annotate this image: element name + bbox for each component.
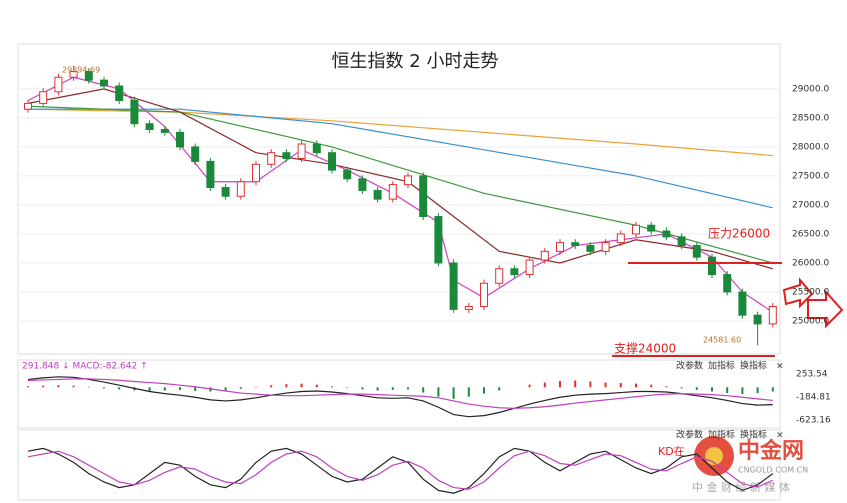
y-tick-label: 27500.0 (792, 171, 829, 181)
y-tick-label: -623.16 (796, 416, 831, 426)
watermark-site: CNGOLD.COM.CN (738, 466, 808, 475)
macd-line (27, 378, 773, 409)
annotation: 压力26000 (708, 227, 770, 241)
annotation: 24581.60 (703, 336, 741, 345)
candle-body (24, 102, 32, 110)
watermark-name: 中金网 (738, 438, 804, 464)
candle-body (160, 128, 169, 133)
candle-body (54, 76, 63, 93)
candle-body (373, 189, 382, 200)
ma-line (27, 76, 774, 313)
arrow (782, 277, 814, 309)
y-tick-label: -184.81 (796, 393, 831, 403)
candle-body (768, 305, 777, 325)
candle-body (571, 242, 580, 247)
candle-body (495, 268, 504, 284)
button[interactable]: × (776, 431, 784, 441)
candle-body (738, 291, 747, 316)
candle-body (115, 85, 124, 101)
candle-body (358, 178, 367, 191)
candle-body (601, 242, 610, 252)
kd-line (27, 447, 774, 494)
kd-line (27, 450, 774, 490)
candle-body (419, 175, 428, 218)
y-tick-label: 28500.0 (792, 113, 829, 123)
button[interactable]: 改参数 (676, 429, 703, 441)
candle-body (39, 91, 48, 104)
candle-body (267, 152, 276, 165)
candle-body (449, 262, 458, 310)
candle-body (100, 79, 108, 87)
y-tick-label: 28000.0 (792, 142, 829, 152)
arrow (807, 289, 844, 329)
candle-body (662, 230, 671, 238)
candle-body (586, 245, 595, 252)
button[interactable]: 换指标 (740, 429, 767, 441)
candle-body (616, 233, 625, 244)
candle-body (404, 175, 412, 186)
candle-body (206, 160, 215, 189)
candle-body (191, 146, 200, 162)
y-tick-label: 26000.0 (792, 258, 829, 268)
arrows (782, 277, 844, 329)
candle-body (464, 305, 473, 310)
candle-body (176, 131, 184, 148)
candle-body (708, 256, 716, 276)
candle-body (480, 282, 488, 307)
candle-body (84, 70, 93, 81)
button[interactable]: 改参数 (676, 360, 703, 372)
candle-body (556, 242, 564, 252)
candle-body (282, 152, 291, 160)
macd-panel (17, 359, 781, 429)
candle-body (69, 70, 78, 78)
y-tick-label: 253.54 (796, 370, 828, 380)
candle-body (632, 224, 640, 235)
candle-body (525, 259, 534, 276)
button[interactable]: 换指标 (740, 360, 767, 372)
y-tick-label: 27000.0 (792, 200, 829, 210)
ma-line (27, 108, 773, 157)
candle-body (343, 169, 352, 180)
candle-body (692, 245, 701, 258)
macd-header: 291.848 ↓ MACD:-82.642 ↑ (22, 362, 148, 372)
button[interactable]: 加指标 (708, 429, 735, 441)
candle-body (388, 184, 397, 200)
candle-body (647, 224, 656, 232)
chart-title: 恒生指数 2 小时走势 (332, 51, 499, 72)
candle-body (540, 250, 549, 261)
macd-line (27, 376, 773, 418)
kd-header: KD在 (658, 445, 685, 458)
candle-body (312, 143, 321, 154)
kd-panel (17, 429, 781, 501)
button[interactable]: 加指标 (708, 360, 735, 372)
annotation: 支撑24000 (614, 341, 676, 356)
y-tick-label: 26500.0 (792, 229, 829, 239)
ma-line (27, 105, 773, 264)
candle-body (753, 314, 762, 325)
candle-body (434, 216, 443, 264)
candle-body (236, 181, 245, 197)
candle-body (130, 99, 139, 125)
annotation: 29394.69 (62, 66, 100, 75)
ma-line (27, 88, 773, 270)
ma-line (28, 108, 773, 209)
main-panel (17, 43, 781, 355)
y-tick-label: 25000.0 (792, 316, 829, 326)
y-tick-label: 29000.0 (792, 84, 829, 94)
candle-body (328, 152, 336, 171)
candle-body (723, 274, 732, 293)
candle-body (510, 268, 519, 276)
candle-body (297, 143, 306, 160)
candle-body (221, 187, 230, 197)
candle-body (145, 123, 154, 130)
button[interactable]: × (776, 362, 784, 372)
candle-body (252, 163, 260, 183)
candle-body (677, 236, 686, 247)
y-tick-label: 25500.0 (792, 287, 829, 297)
